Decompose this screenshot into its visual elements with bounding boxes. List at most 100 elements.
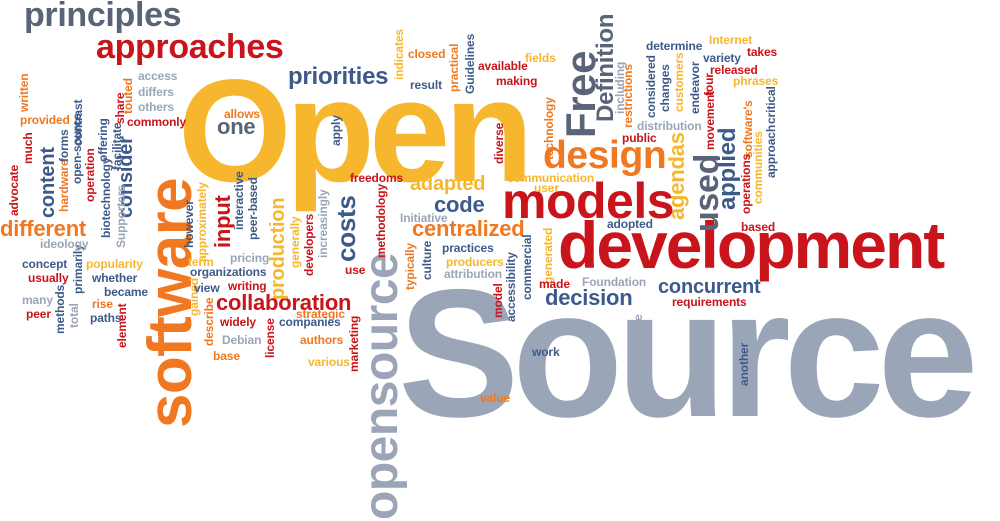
word-describe: describe bbox=[202, 297, 216, 346]
word-methods: methods bbox=[53, 284, 67, 334]
word-authors: authors bbox=[300, 333, 344, 347]
word-value: value bbox=[480, 391, 511, 405]
word-production: production bbox=[267, 197, 289, 300]
word-principles: principles bbox=[24, 0, 182, 34]
word-opensource: opensource bbox=[355, 252, 408, 520]
word-centralized: centralized bbox=[412, 216, 525, 241]
word-closed: closed bbox=[408, 47, 446, 61]
word-use: use bbox=[345, 263, 366, 277]
word-released: released bbox=[710, 63, 758, 77]
word-widely: widely bbox=[220, 315, 256, 329]
word-advocate: advocate bbox=[7, 164, 21, 216]
word-much: much bbox=[21, 132, 35, 164]
word-increasingly: increasingly bbox=[316, 189, 330, 258]
word-models: models bbox=[502, 173, 675, 229]
word-pricing: pricing bbox=[230, 251, 270, 265]
word-content: content bbox=[37, 147, 59, 218]
word-supporters: Supporters bbox=[114, 185, 128, 248]
word-however: however bbox=[182, 200, 196, 248]
word-access: access bbox=[138, 69, 178, 83]
word-technology: technology bbox=[542, 97, 556, 160]
word-agendas: agendas bbox=[664, 132, 689, 220]
word-whether: whether bbox=[92, 271, 138, 285]
word-share: share bbox=[113, 92, 127, 124]
word-element: element bbox=[115, 303, 129, 348]
word-requirements: requirements bbox=[672, 295, 747, 309]
word-operation: operation bbox=[83, 148, 97, 202]
word-design: design bbox=[543, 134, 667, 177]
word-different: different bbox=[0, 216, 87, 241]
word-accessibility: accessibility bbox=[504, 252, 518, 322]
word-various: various bbox=[308, 355, 350, 369]
word-primarily: primarily bbox=[71, 244, 85, 294]
word-source: Source bbox=[398, 251, 979, 455]
word-debian: Debian bbox=[222, 333, 262, 347]
word-organizations: organizations bbox=[190, 265, 267, 279]
word-takes: takes bbox=[747, 45, 778, 59]
word-others: others bbox=[138, 100, 174, 114]
word-differs: differs bbox=[138, 85, 174, 99]
word-concept: concept bbox=[22, 257, 68, 271]
word-code: code bbox=[434, 192, 485, 217]
word-variety: variety bbox=[703, 51, 741, 65]
word-many: many bbox=[22, 293, 53, 307]
word-foundation: Foundation bbox=[582, 275, 647, 289]
word-open: Open bbox=[178, 49, 534, 212]
word-culture: culture bbox=[420, 240, 434, 280]
word-considered: considered bbox=[644, 55, 658, 118]
word-concurrent: concurrent bbox=[658, 276, 761, 298]
word-determine: determine bbox=[646, 39, 703, 53]
word-including: including bbox=[613, 61, 627, 114]
word-license: license bbox=[263, 318, 277, 358]
word-adapted: adapted bbox=[410, 173, 486, 195]
word-priorities: priorities bbox=[288, 63, 389, 90]
word-attribution: attribution bbox=[444, 267, 503, 281]
word-initiative: Initiative bbox=[400, 211, 448, 225]
word-methodology: methodology bbox=[374, 183, 388, 258]
word-facilitate: facilitate bbox=[110, 122, 124, 171]
word-provided: provided bbox=[20, 113, 70, 127]
word-peer-based: peer-based bbox=[246, 177, 260, 240]
word-user: user bbox=[534, 181, 559, 195]
word-approaches: approaches bbox=[96, 28, 284, 66]
word-typically: typically bbox=[403, 243, 417, 290]
word-movement: movement bbox=[703, 90, 717, 150]
word-fields: fields bbox=[525, 51, 556, 65]
word-hardware: hardware bbox=[57, 159, 71, 212]
word-freedoms: freedoms bbox=[350, 171, 404, 185]
word-practical: practical bbox=[447, 43, 461, 92]
word-approximately: approximately bbox=[195, 182, 209, 262]
word-offering: offering bbox=[96, 118, 110, 162]
word-model: model bbox=[491, 283, 505, 318]
word-allows: allows bbox=[224, 107, 260, 121]
word-result: result bbox=[410, 78, 442, 92]
word-internet: Internet bbox=[709, 33, 753, 47]
word-guidelines: Guidelines bbox=[463, 33, 477, 94]
word-indicates: indicates bbox=[392, 29, 406, 80]
word-communities: communities bbox=[751, 131, 765, 204]
word-one: one bbox=[217, 114, 256, 139]
word-decision: decision bbox=[545, 285, 633, 310]
word-commercial: commercial bbox=[520, 234, 534, 300]
word-endeavor: endeavor bbox=[688, 61, 702, 114]
word-development: development bbox=[558, 208, 945, 282]
word-generally: generally bbox=[288, 216, 302, 268]
word-generated: generated bbox=[541, 227, 555, 284]
word-another: another bbox=[737, 342, 751, 386]
word-changes: changes bbox=[658, 64, 672, 112]
word-forms: forms bbox=[57, 129, 71, 162]
word-writing: writing bbox=[228, 279, 267, 293]
word-paths: paths bbox=[90, 311, 122, 325]
word-popularity: popularity bbox=[86, 257, 143, 271]
word-practices: practices bbox=[442, 241, 494, 255]
word-ideology: ideology bbox=[40, 237, 89, 251]
word-peer: peer bbox=[26, 307, 51, 321]
word-making: making bbox=[496, 74, 538, 88]
word-rise: rise bbox=[92, 297, 113, 311]
word-term: term bbox=[188, 255, 214, 269]
word-possible: possible bbox=[631, 314, 645, 362]
word-critical: critical bbox=[764, 86, 778, 124]
word-adopted: adopted bbox=[607, 217, 653, 231]
word-public: public bbox=[622, 131, 657, 145]
